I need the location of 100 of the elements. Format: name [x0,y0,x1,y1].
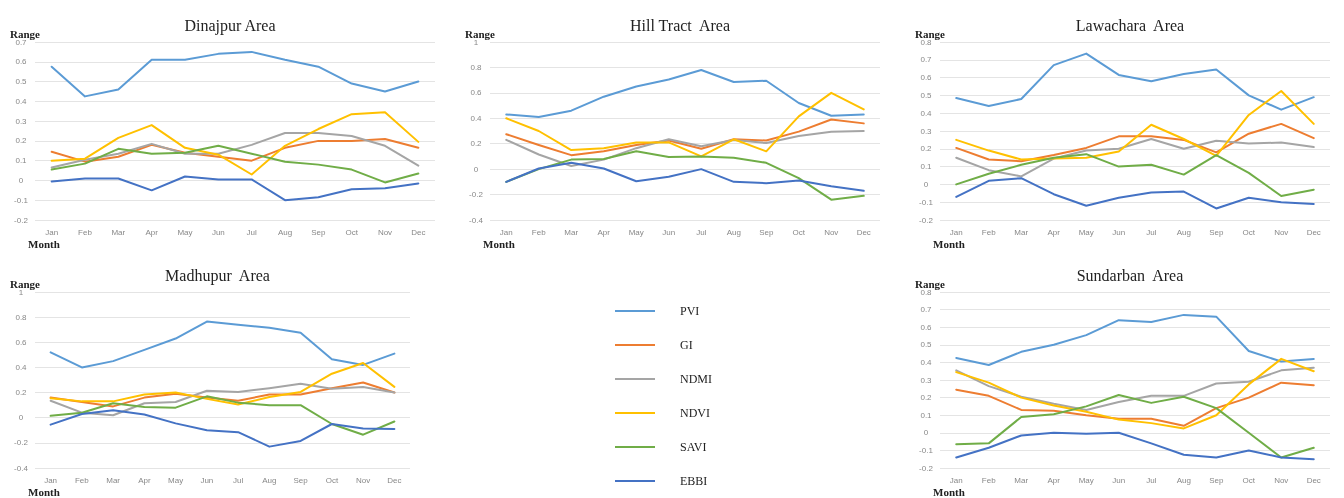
x-tick-label: May [1078,227,1094,237]
x-tick-label: Feb [981,227,997,237]
line-series [955,431,1315,461]
y-axis-title: Range [10,27,41,40]
line-series [49,362,396,406]
x-tick-label: Jun [200,475,214,485]
line-series [955,313,1315,367]
line-series [955,52,1315,111]
x-tick-label: Jan [44,475,58,485]
x-tick-label: Aug [726,227,741,237]
x-tick-label: Jul [1146,475,1157,485]
x-tick-label: Jun [1112,475,1126,485]
x-tick-label: Mar [564,227,579,237]
chart-title: Sundarban Area [1076,266,1184,284]
y-tick-label: 0 [473,164,479,174]
line-series [955,357,1315,430]
x-axis-title: Month [933,237,965,250]
chart-title: Lawachara Area [1075,16,1185,34]
x-tick-label: Sep [293,475,309,485]
y-tick-label: 0.8 [920,37,933,47]
x-tick-label: Apr [138,475,151,485]
x-tick-label: Apr [1047,475,1061,485]
y-tick-label: -0.2 [14,215,29,225]
x-tick-label: Jan [499,227,513,237]
x-tick-label: Mar [111,227,126,237]
y-tick-label: 0.8 [15,312,28,322]
line-series [50,175,420,202]
legend-label: GI [680,338,693,352]
x-tick-label: Nov [1274,475,1289,485]
x-tick-label: Jun [211,227,225,237]
y-tick-label: 0.5 [15,77,28,87]
x-tick-label: Jun [662,227,676,237]
y-tick-label: 0.1 [920,162,933,172]
legend-label: SAVI [680,440,707,454]
x-tick-label: Sep [1209,475,1224,485]
y-tick-label: 0.8 [470,62,483,72]
legend-label: PVI [680,304,700,318]
line-series [955,366,1315,411]
y-tick-label: -0.1 [919,445,934,455]
line-series [955,381,1315,427]
line-series [50,50,420,98]
x-axis-title: Month [28,237,60,250]
line-series [955,89,1315,161]
y-tick-label: 0.5 [920,340,933,350]
chart-title: Hill Tract Area [630,16,730,34]
y-tick-label: 0 [923,428,929,438]
y-tick-label: -0.1 [919,197,934,207]
line-series [505,130,865,167]
x-tick-label: Oct [1242,227,1256,237]
x-tick-label: Sep [759,227,774,237]
x-tick-label: Oct [1242,475,1256,485]
x-tick-label: Mar [1014,475,1029,485]
x-tick-label: Aug [1176,475,1191,485]
x-tick-label: Nov [356,475,371,485]
x-tick-label: Mar [106,475,121,485]
x-tick-label: Apr [145,227,159,237]
x-tick-label: Jul [696,227,707,237]
x-tick-label: Aug [277,227,293,237]
y-tick-label: 1 [18,287,24,297]
line-series [955,153,1315,197]
y-tick-label: 0.3 [920,126,933,136]
x-tick-label: Feb [78,227,93,237]
y-tick-label: 0.3 [920,375,933,385]
y-tick-label: 0.2 [920,393,933,403]
x-tick-label: Nov [377,227,393,237]
x-tick-label: Jan [949,227,963,237]
y-tick-label: -0.4 [14,463,29,473]
y-axis-title: Range [915,27,946,40]
y-tick-label: 0.6 [15,337,28,347]
x-tick-label: Apr [597,227,611,237]
y-tick-label: 0.8 [920,287,933,297]
y-tick-label: 0.2 [470,139,483,149]
x-tick-label: Feb [981,475,997,485]
x-tick-label: Nov [1274,227,1289,237]
line-series [955,393,1315,459]
x-tick-label: Oct [325,475,339,485]
x-tick-label: Aug [1176,227,1191,237]
line-series [49,409,396,448]
x-axis-title: Month [933,485,965,498]
x-tick-label: Jun [1112,227,1126,237]
y-tick-label: 0.7 [920,305,933,315]
y-tick-label: 0.6 [470,88,483,98]
y-tick-label: 0.1 [920,410,933,420]
x-tick-label: Dec [1306,227,1321,237]
y-tick-label: -0.2 [919,463,934,473]
y-tick-label: 0.7 [920,55,933,65]
line-series [955,138,1315,178]
y-tick-label: -0.4 [469,215,484,225]
line-series [49,382,396,417]
line-series [49,395,396,436]
x-tick-label: Sep [1209,227,1224,237]
y-tick-label: 0.3 [15,116,28,126]
x-tick-label: Jul [233,475,244,485]
y-tick-label: 0.2 [15,388,28,398]
y-tick-label: 0.4 [15,96,28,106]
chart-title: Dinajpur Area [184,16,276,35]
y-tick-label: -0.2 [14,438,29,448]
x-tick-label: Dec [411,227,426,237]
legend-label: EBBI [680,474,708,488]
line-series [505,68,865,119]
